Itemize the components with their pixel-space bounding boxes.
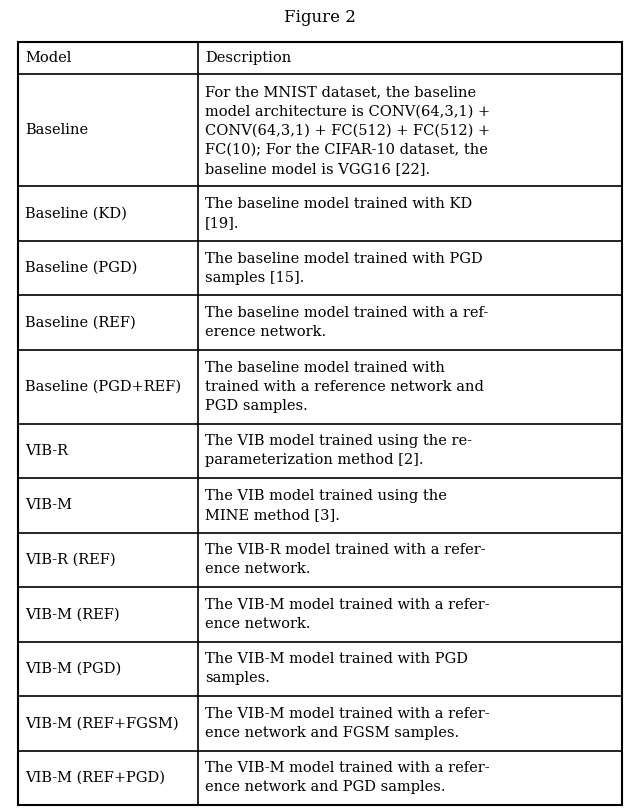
- Text: VIB-M (REF): VIB-M (REF): [25, 607, 120, 621]
- Text: Baseline (REF): Baseline (REF): [25, 315, 136, 329]
- Text: [19].: [19].: [205, 217, 239, 230]
- Text: ence network.: ence network.: [205, 562, 310, 577]
- Text: Description: Description: [205, 51, 291, 65]
- Text: MINE method [3].: MINE method [3].: [205, 508, 340, 521]
- Text: The VIB model trained using the re-: The VIB model trained using the re-: [205, 434, 472, 448]
- Text: The VIB model trained using the: The VIB model trained using the: [205, 489, 447, 503]
- Text: PGD samples.: PGD samples.: [205, 399, 308, 413]
- Text: CONV(64,3,1) + FC(512) + FC(512) +: CONV(64,3,1) + FC(512) + FC(512) +: [205, 123, 490, 137]
- Text: The VIB-M model trained with PGD: The VIB-M model trained with PGD: [205, 652, 468, 666]
- Text: samples.: samples.: [205, 672, 270, 685]
- Text: VIB-M (REF+FGSM): VIB-M (REF+FGSM): [25, 716, 179, 730]
- Text: The baseline model trained with: The baseline model trained with: [205, 361, 445, 375]
- Text: VIB-R: VIB-R: [25, 444, 68, 457]
- Text: ence network and FGSM samples.: ence network and FGSM samples.: [205, 726, 459, 740]
- Text: trained with a reference network and: trained with a reference network and: [205, 380, 484, 393]
- Text: VIB-R (REF): VIB-R (REF): [25, 553, 116, 567]
- Text: The baseline model trained with KD: The baseline model trained with KD: [205, 197, 472, 211]
- Text: The VIB-M model trained with a refer-: The VIB-M model trained with a refer-: [205, 706, 490, 721]
- Text: VIB-M: VIB-M: [25, 498, 72, 513]
- Text: samples [15].: samples [15].: [205, 271, 305, 285]
- Text: Baseline (PGD): Baseline (PGD): [25, 261, 138, 275]
- Text: The VIB-R model trained with a refer-: The VIB-R model trained with a refer-: [205, 543, 486, 557]
- Text: erence network.: erence network.: [205, 325, 326, 339]
- Text: Model: Model: [25, 51, 72, 65]
- Text: ence network.: ence network.: [205, 617, 310, 631]
- Text: Baseline: Baseline: [25, 123, 88, 137]
- Text: VIB-M (REF+PGD): VIB-M (REF+PGD): [25, 770, 165, 785]
- Text: Figure 2: Figure 2: [284, 10, 356, 27]
- Text: The baseline model trained with a ref-: The baseline model trained with a ref-: [205, 306, 488, 320]
- Text: Baseline (PGD+REF): Baseline (PGD+REF): [25, 380, 181, 393]
- Text: parameterization method [2].: parameterization method [2].: [205, 453, 424, 467]
- Text: The VIB-M model trained with a refer-: The VIB-M model trained with a refer-: [205, 762, 490, 775]
- Text: model architecture is CONV(64,3,1) +: model architecture is CONV(64,3,1) +: [205, 105, 490, 118]
- Text: Baseline (KD): Baseline (KD): [25, 207, 127, 221]
- Text: For the MNIST dataset, the baseline: For the MNIST dataset, the baseline: [205, 85, 476, 99]
- Text: ence network and PGD samples.: ence network and PGD samples.: [205, 780, 445, 794]
- Text: The baseline model trained with PGD: The baseline model trained with PGD: [205, 251, 483, 265]
- Text: VIB-M (PGD): VIB-M (PGD): [25, 662, 121, 676]
- Text: baseline model is VGG16 [22].: baseline model is VGG16 [22].: [205, 161, 430, 176]
- Text: FC(10); For the CIFAR-10 dataset, the: FC(10); For the CIFAR-10 dataset, the: [205, 143, 488, 157]
- Text: The VIB-M model trained with a refer-: The VIB-M model trained with a refer-: [205, 598, 490, 611]
